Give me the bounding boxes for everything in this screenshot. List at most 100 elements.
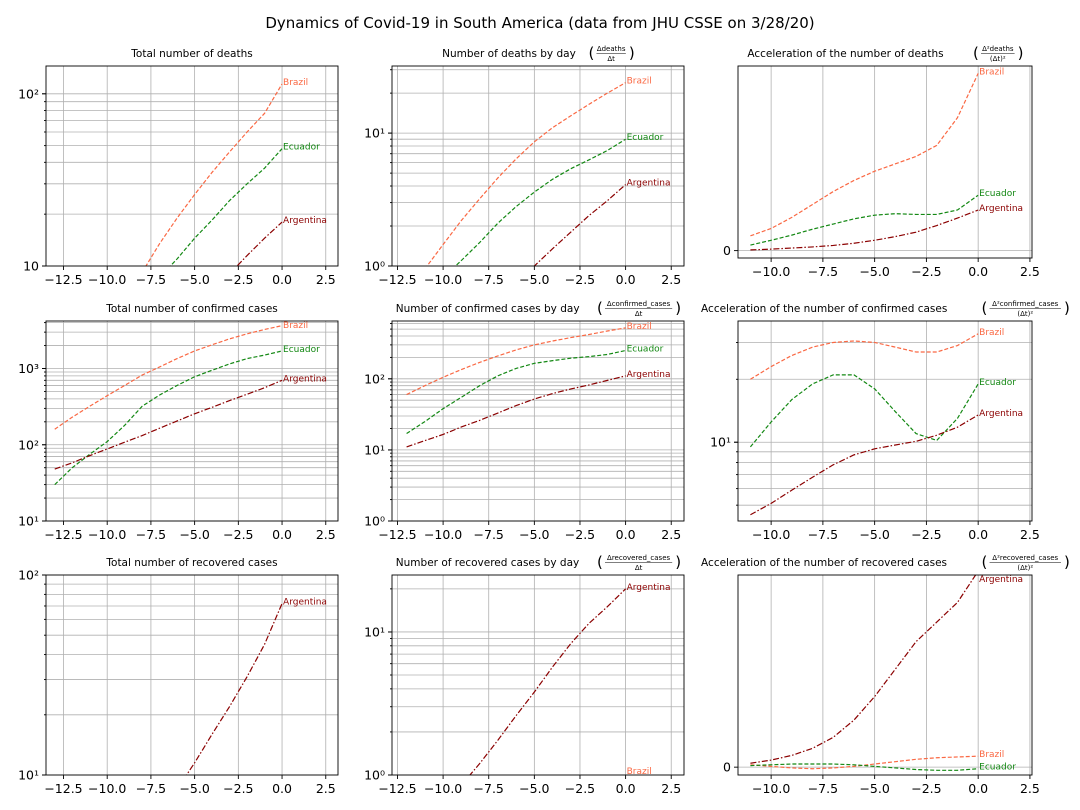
x-tick-label: −2.5 (565, 781, 595, 796)
series-label-ecuador: Ecuador (283, 143, 320, 153)
series-label-brazil: Brazil (979, 67, 1004, 77)
y-tick-label: 10² (18, 568, 39, 583)
series-line-ecuador (54, 350, 283, 486)
x-tick-label: −7.5 (474, 527, 504, 542)
series-label-argentina: Argentina (627, 370, 671, 380)
x-tick-label: −2.5 (223, 272, 253, 287)
formula-denominator: Δt (607, 55, 615, 63)
x-tick-label: −5.0 (519, 527, 549, 542)
y-tick-label: 10² (18, 437, 39, 452)
x-tick-label: 2.5 (661, 272, 681, 287)
formula-paren: ( (982, 553, 988, 571)
y-tick-label: 10¹ (364, 624, 385, 639)
formula-numerator: Δdeaths (597, 45, 626, 53)
panel-title: Total number of deaths (130, 48, 252, 60)
x-tick-label: 2.5 (661, 527, 681, 542)
axes-frame (45, 65, 339, 267)
series-line-brazil (750, 755, 979, 770)
x-tick-label: −2.5 (223, 781, 253, 796)
panel-p32: −12.5 −10.0 −7.5 −5.0 −2.5 0.0 2.5 10⁰ 10¹ Brazil… (364, 553, 685, 796)
x-tick-label: −5.0 (859, 264, 889, 279)
x-tick-label: 2.5 (316, 527, 336, 542)
y-tick-label: 0 (723, 243, 731, 258)
x-tick-label: −10.0 (88, 781, 126, 796)
series-line-argentina (185, 603, 283, 775)
y-tick-label: 10⁰ (364, 259, 385, 274)
x-tick-label: 2.5 (316, 272, 336, 287)
series-label-brazil: Brazil (627, 77, 652, 87)
x-tick-label: −2.5 (911, 264, 941, 279)
x-tick-label: 2.5 (661, 781, 681, 796)
series-label-argentina: Argentina (979, 204, 1023, 214)
x-tick-label: −5.0 (519, 272, 549, 287)
x-tick-label: −10.0 (424, 781, 462, 796)
x-tick-label: −12.5 (44, 781, 82, 796)
series-label-argentina: Argentina (627, 179, 671, 189)
x-tick-label: 0.0 (968, 264, 988, 279)
x-tick-label: −7.5 (808, 781, 838, 796)
formula-denominator: Δt (635, 564, 643, 572)
panel-title: Acceleration of the number of recovered … (701, 557, 947, 569)
series-label-brazil: Brazil (627, 767, 652, 777)
x-tick-label: 0.0 (616, 781, 636, 796)
series-line-ecuador (406, 349, 626, 435)
x-tick-label: 0.0 (616, 272, 636, 287)
panel-title: Number of confirmed cases by day (396, 303, 580, 315)
series-label-brazil: Brazil (979, 750, 1004, 760)
series-label-argentina: Argentina (283, 374, 327, 384)
series-line-argentina (236, 221, 283, 266)
x-tick-label: −12.5 (378, 272, 416, 287)
x-tick-label: 2.5 (1020, 527, 1040, 542)
x-tick-label: −7.5 (808, 527, 838, 542)
y-tick-label: 10² (18, 86, 39, 101)
x-tick-label: −5.0 (179, 781, 209, 796)
y-tick-label: 10⁰ (364, 768, 385, 783)
axes-frame (45, 574, 339, 776)
panel-p21: −12.5 −10.0 −7.5 −5.0 −2.5 0.0 2.5 10¹ 10² 10³ Bra… (18, 303, 339, 542)
x-tick-label: −2.5 (911, 527, 941, 542)
series-label-ecuador: Ecuador (979, 378, 1016, 388)
panel-p13: −10.0 −7.5 −5.0 −2.5 0.0 2.5 0 Brazil Ecuador Arg… (723, 44, 1040, 279)
x-tick-label: −5.0 (519, 781, 549, 796)
series-line-brazil (145, 83, 283, 266)
x-tick-label: 0.0 (616, 527, 636, 542)
series-label-brazil: Brazil (979, 328, 1004, 338)
series-line-ecuador (454, 138, 626, 266)
series-label-ecuador: Ecuador (283, 345, 320, 355)
series-label-brazil: Brazil (627, 322, 652, 332)
panel-p12: −12.5 −10.0 −7.5 −5.0 −2.5 0.0 2.5 10⁰ 10¹ Brazil… (364, 44, 685, 287)
x-tick-label: −12.5 (378, 527, 416, 542)
formula-paren: ) (675, 553, 681, 571)
series-line-argentina (406, 375, 626, 448)
x-tick-label: 0.0 (272, 527, 292, 542)
series-line-brazil (406, 327, 626, 396)
x-tick-label: −10.0 (752, 527, 790, 542)
series-line-brazil (54, 325, 283, 430)
x-tick-label: −10.0 (88, 527, 126, 542)
series-line-ecuador (750, 763, 979, 771)
figure-title: Dynamics of Covid-19 in South America (d… (265, 14, 814, 32)
series-label-ecuador: Ecuador (979, 763, 1016, 773)
x-tick-label: −12.5 (44, 527, 82, 542)
series-label-brazil: Brazil (283, 78, 308, 88)
series-label-argentina: Argentina (979, 575, 1023, 585)
series-label-argentina: Argentina (283, 598, 327, 608)
x-tick-label: 0.0 (272, 272, 292, 287)
series-line-brazil (750, 73, 979, 237)
panel-p31: −12.5 −10.0 −7.5 −5.0 −2.5 0.0 2.5 10¹ 10² Argent… (18, 557, 339, 796)
series-label-brazil: Brazil (283, 321, 308, 331)
y-tick-label: 10¹ (710, 435, 731, 450)
panel-title: Acceleration of the number of confirmed … (701, 303, 947, 315)
x-tick-label: −7.5 (136, 527, 166, 542)
series-label-argentina: Argentina (627, 583, 671, 593)
formula-denominator: Δt (635, 310, 643, 318)
x-tick-label: 2.5 (316, 781, 336, 796)
x-tick-label: −2.5 (565, 527, 595, 542)
y-tick-label: 10³ (18, 361, 39, 376)
x-tick-label: −5.0 (179, 272, 209, 287)
series-label-ecuador: Ecuador (979, 189, 1016, 199)
panel-p33: −10.0 −7.5 −5.0 −2.5 0.0 2.5 0 Brazil Ecuador Arg… (701, 553, 1070, 796)
y-tick-label: 10² (364, 371, 385, 386)
x-tick-label: −7.5 (808, 264, 838, 279)
